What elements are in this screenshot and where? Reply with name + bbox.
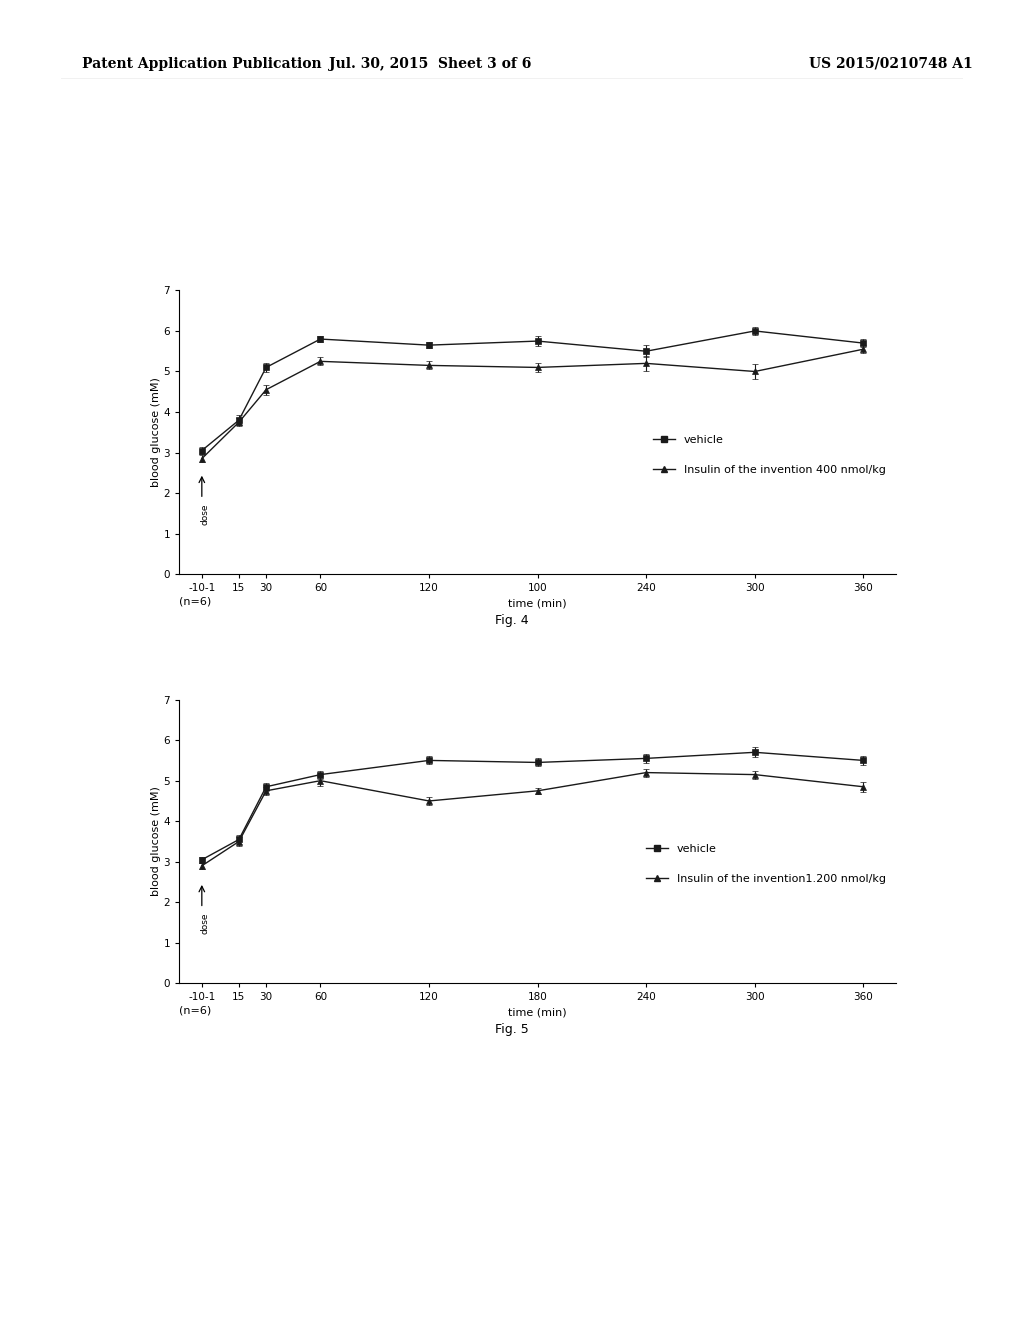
Text: Patent Application Publication: Patent Application Publication	[82, 57, 322, 71]
Text: (n=6): (n=6)	[179, 597, 211, 607]
Y-axis label: blood glucose (mM): blood glucose (mM)	[151, 378, 161, 487]
Text: Jul. 30, 2015  Sheet 3 of 6: Jul. 30, 2015 Sheet 3 of 6	[329, 57, 531, 71]
Text: Fig. 5: Fig. 5	[496, 1023, 528, 1036]
Text: US 2015/0210748 A1: US 2015/0210748 A1	[809, 57, 973, 71]
Y-axis label: blood glucose (mM): blood glucose (mM)	[151, 787, 161, 896]
X-axis label: time (min): time (min)	[508, 1008, 567, 1018]
Legend: vehicle, Insulin of the invention1.200 nmol/kg: vehicle, Insulin of the invention1.200 n…	[641, 840, 891, 888]
Legend: vehicle, Insulin of the invention 400 nmol/kg: vehicle, Insulin of the invention 400 nm…	[648, 430, 891, 479]
Text: dose: dose	[200, 503, 209, 525]
X-axis label: time (min): time (min)	[508, 599, 567, 609]
Text: dose: dose	[200, 912, 209, 935]
Text: (n=6): (n=6)	[179, 1006, 211, 1016]
Text: Fig. 4: Fig. 4	[496, 614, 528, 627]
